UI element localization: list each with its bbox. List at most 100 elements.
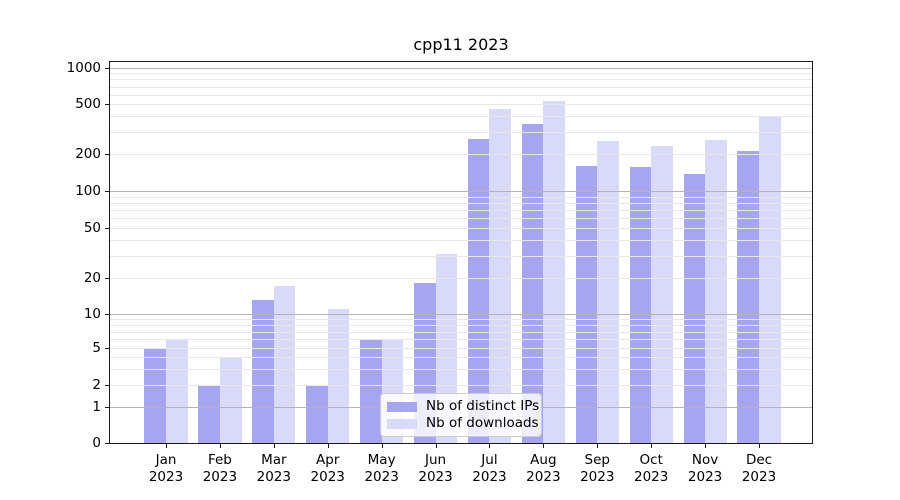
bar-nov-distinct-ips — [683, 173, 706, 443]
gridline-60 — [110, 218, 812, 220]
x-tick-label-jan: Jan 2023 — [148, 452, 184, 485]
x-tick-mark — [219, 444, 221, 448]
gridline-600 — [110, 94, 812, 96]
gridline-400 — [110, 116, 812, 118]
grid-layer — [110, 62, 812, 443]
legend-item-distinct-ips: Nb of distinct IPs — [387, 398, 539, 415]
gridline-800 — [110, 79, 812, 81]
y-tick-label-5: 5 — [92, 340, 101, 357]
gridline-4 — [110, 357, 812, 359]
gridline-300 — [110, 132, 812, 133]
gridline-8 — [110, 324, 812, 326]
x-tick-label-may: May 2023 — [364, 452, 399, 485]
y-tick-mark — [105, 406, 109, 408]
gridline-80 — [110, 203, 812, 205]
x-tick-label-jun: Jun 2023 — [418, 452, 453, 485]
x-tick-mark — [651, 444, 653, 448]
bar-may-distinct-ips — [360, 339, 382, 443]
y-tick-label-50: 50 — [83, 220, 101, 236]
y-tick-label-500: 500 — [75, 96, 101, 113]
y-tick-mark — [105, 228, 109, 229]
bar-sep-distinct-ips — [575, 166, 598, 443]
y-tick-mark — [105, 443, 109, 444]
gridline-5 — [110, 348, 812, 350]
bar-feb-downloads — [219, 357, 242, 443]
x-tick-mark — [489, 444, 491, 448]
gridline-30 — [110, 255, 812, 257]
bar-dec-downloads — [759, 116, 781, 443]
gridline-200 — [110, 154, 812, 155]
x-tick-label-nov: Nov 2023 — [687, 452, 723, 485]
bar-jul-downloads — [489, 108, 512, 443]
x-tick-mark — [166, 444, 167, 448]
x-tick-label-apr: Apr 2023 — [310, 452, 345, 485]
gridline-10 — [110, 313, 812, 315]
y-tick-label-10: 10 — [83, 305, 101, 322]
x-tick-mark — [597, 444, 599, 448]
x-tick-label-feb: Feb 2023 — [202, 452, 238, 485]
bar-nov-downloads — [705, 140, 727, 443]
x-tick-label-mar: Mar 2023 — [256, 452, 291, 485]
legend-label: Nb of distinct IPs — [426, 398, 540, 414]
bar-apr-distinct-ips — [306, 385, 328, 443]
y-tick-label-2: 2 — [92, 377, 101, 393]
y-tick-label-1000: 1000 — [66, 59, 101, 76]
gridline-9 — [110, 318, 812, 320]
x-tick-label-sep: Sep 2023 — [580, 452, 615, 485]
chart-title: cpp11 2023 — [413, 35, 509, 54]
bar-feb-distinct-ips — [198, 385, 220, 443]
gridline-40 — [110, 240, 812, 242]
y-tick-mark — [105, 154, 109, 155]
plot-area: Nb of distinct IPs Nb of downloads — [109, 61, 813, 444]
x-tick-mark — [705, 444, 707, 448]
y-tick-label-100: 100 — [75, 183, 101, 200]
x-tick-mark — [759, 444, 760, 448]
y-tick-label-20: 20 — [83, 269, 101, 286]
bar-oct-distinct-ips — [629, 166, 652, 443]
legend-item-downloads: Nb of downloads — [387, 415, 539, 432]
y-tick-mark — [105, 104, 109, 106]
gridline-500 — [110, 104, 812, 106]
y-tick-mark — [105, 348, 109, 350]
x-tick-label-jul: Jul 2023 — [472, 452, 507, 485]
y-tick-mark — [105, 67, 109, 69]
y-tick-mark — [105, 313, 109, 315]
bar-sep-downloads — [597, 140, 619, 443]
y-tick-mark — [105, 385, 109, 386]
bar-jan-distinct-ips — [144, 348, 166, 443]
x-tick-mark — [273, 444, 275, 448]
x-tick-label-oct: Oct 2023 — [634, 452, 669, 485]
gridline-900 — [110, 73, 812, 75]
x-tick-mark — [543, 444, 545, 448]
gridline-7 — [110, 331, 812, 333]
y-tick-label-200: 200 — [75, 146, 101, 162]
y-tick-label-0: 0 — [92, 435, 101, 451]
legend-label: Nb of downloads — [426, 415, 539, 431]
bar-jan-downloads — [166, 339, 188, 443]
x-tick-mark — [435, 444, 437, 448]
bar-apr-downloads — [327, 308, 350, 443]
legend-swatch-icon — [387, 401, 417, 412]
gridline-100 — [110, 191, 812, 193]
gridline-90 — [110, 196, 812, 198]
x-tick-label-aug: Aug 2023 — [526, 452, 561, 485]
gridline-700 — [110, 86, 812, 88]
y-tick-label-1: 1 — [92, 398, 101, 415]
gridline-2 — [110, 385, 812, 386]
x-tick-mark — [381, 444, 383, 448]
bar-dec-distinct-ips — [737, 151, 759, 443]
gridline-50 — [110, 228, 812, 229]
x-tick-mark — [327, 444, 329, 448]
x-tick-label-dec: Dec 2023 — [741, 452, 777, 485]
gridline-6 — [110, 339, 812, 341]
legend-swatch-icon — [387, 418, 417, 429]
gridline-20 — [110, 277, 812, 279]
gridline-70 — [110, 210, 812, 212]
y-tick-mark — [105, 277, 109, 279]
legend: Nb of distinct IPs Nb of downloads — [380, 393, 542, 437]
y-tick-mark — [105, 191, 109, 193]
bar-jul-distinct-ips — [467, 138, 490, 443]
gridline-1000 — [110, 67, 812, 69]
